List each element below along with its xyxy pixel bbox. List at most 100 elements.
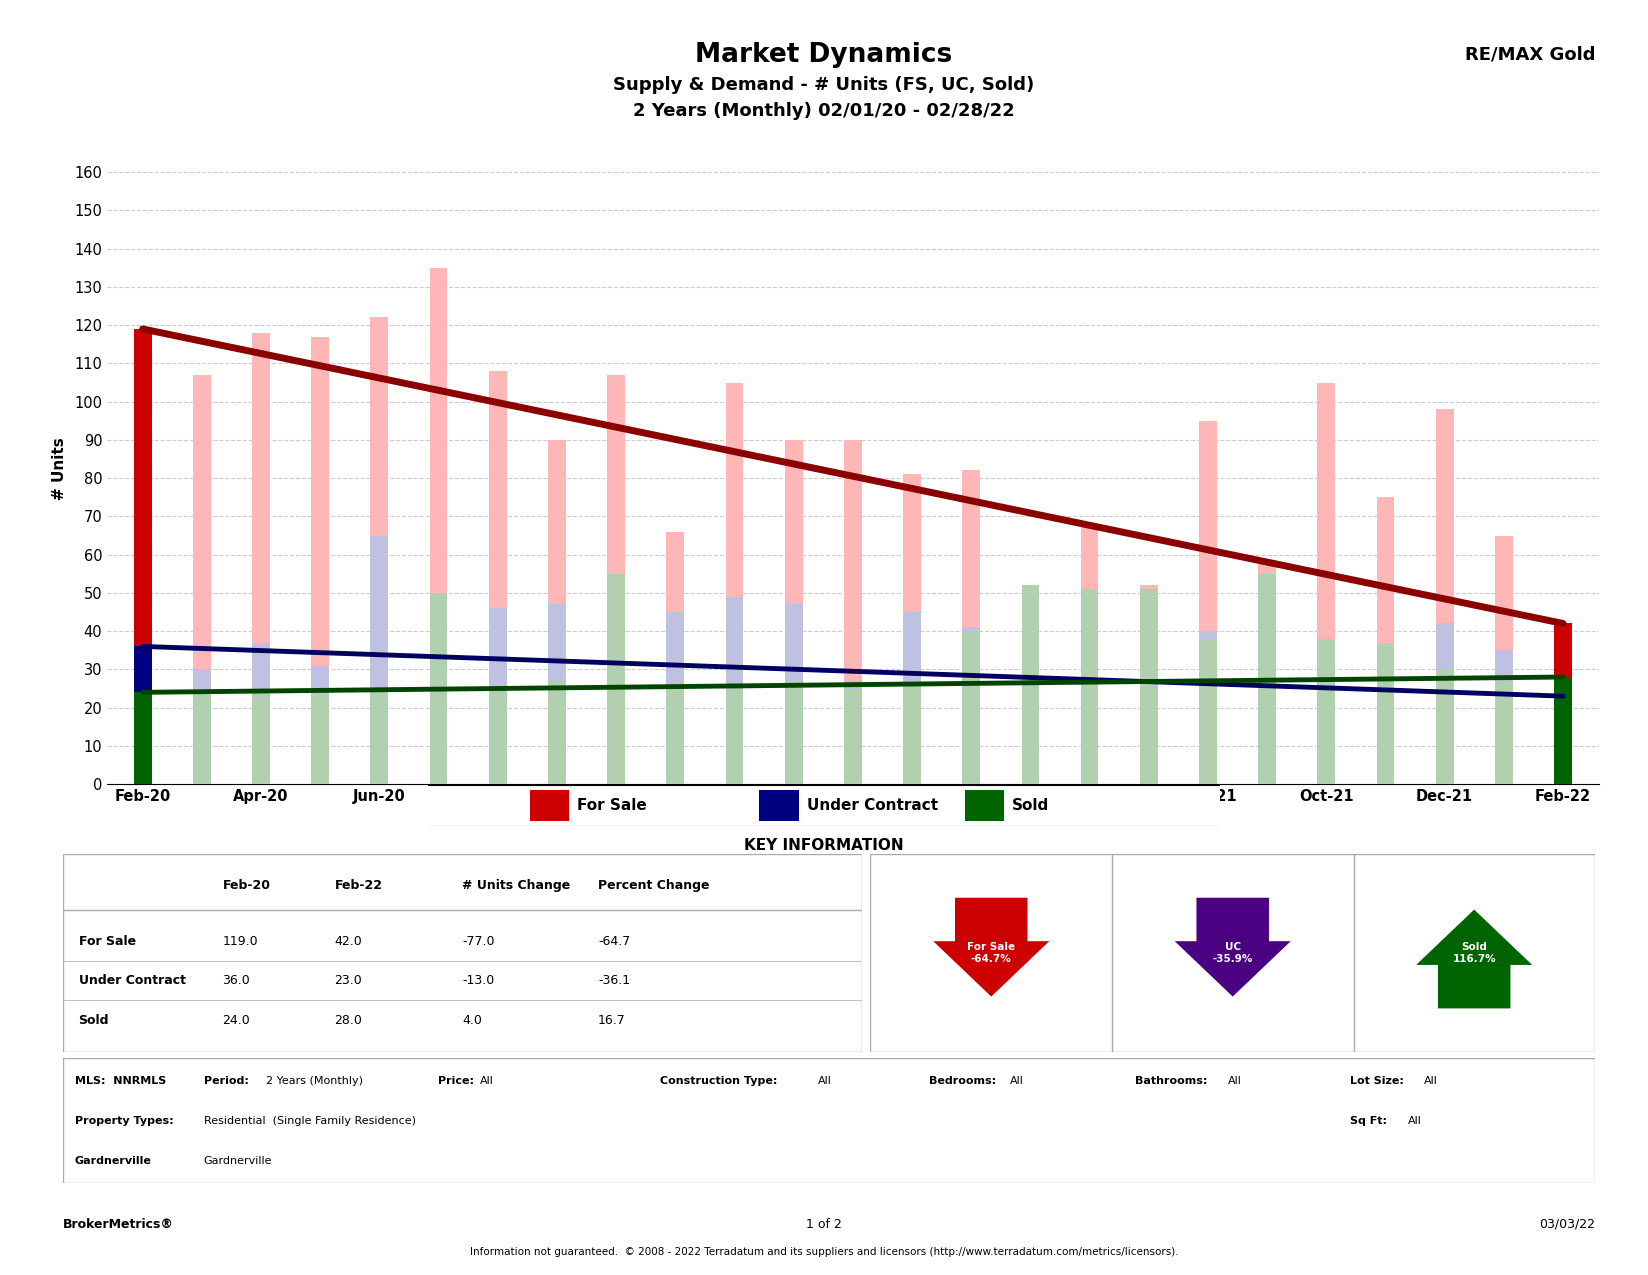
Text: -13.0: -13.0 xyxy=(461,974,494,987)
Bar xyxy=(844,681,862,784)
Text: Feb-22: Feb-22 xyxy=(335,880,382,892)
Text: 4.0: 4.0 xyxy=(461,1014,483,1026)
Bar xyxy=(133,646,152,784)
Bar xyxy=(133,692,152,784)
Bar xyxy=(252,333,270,784)
Bar xyxy=(1376,650,1394,784)
Text: For Sale: For Sale xyxy=(577,798,648,813)
Bar xyxy=(1554,696,1572,784)
Bar xyxy=(964,790,1004,821)
Bar xyxy=(133,646,152,784)
Text: Information not guaranteed.  © 2008 - 2022 Terradatum and its suppliers and lice: Information not guaranteed. © 2008 - 202… xyxy=(470,1247,1178,1257)
Text: Price:: Price: xyxy=(438,1076,475,1086)
Bar xyxy=(784,681,803,784)
Bar xyxy=(430,601,447,784)
Bar xyxy=(549,604,565,784)
Bar xyxy=(1081,524,1099,784)
Text: # Units Change: # Units Change xyxy=(461,880,570,892)
Text: 28.0: 28.0 xyxy=(335,1014,363,1026)
Text: UC
-35.9%: UC -35.9% xyxy=(1213,942,1252,964)
Y-axis label: # Units: # Units xyxy=(53,437,68,500)
Bar xyxy=(193,669,211,784)
Text: Bathrooms:: Bathrooms: xyxy=(1135,1076,1208,1086)
Bar xyxy=(430,268,447,784)
Bar xyxy=(549,681,565,784)
Bar xyxy=(489,688,506,784)
Bar xyxy=(1140,589,1157,784)
Bar xyxy=(903,474,921,784)
Bar xyxy=(725,688,743,784)
Bar xyxy=(1554,623,1572,784)
Text: Residential  (Single Family Residence): Residential (Single Family Residence) xyxy=(204,1116,415,1126)
Bar xyxy=(311,337,330,784)
Bar xyxy=(1554,696,1572,784)
Text: All: All xyxy=(1409,1116,1422,1126)
Text: Under Contract: Under Contract xyxy=(79,974,186,987)
Bar xyxy=(844,440,862,784)
Text: 36.0: 36.0 xyxy=(222,974,250,987)
Text: 23.0: 23.0 xyxy=(335,974,363,987)
Bar xyxy=(606,574,625,784)
Bar xyxy=(606,375,625,784)
Text: All: All xyxy=(1010,1076,1023,1086)
Bar xyxy=(1022,585,1040,784)
Text: Construction Type:: Construction Type: xyxy=(661,1076,778,1086)
Bar xyxy=(252,688,270,784)
Text: -36.1: -36.1 xyxy=(598,974,630,987)
Text: -77.0: -77.0 xyxy=(461,935,494,947)
Bar xyxy=(1435,409,1454,784)
Bar xyxy=(371,688,389,784)
Bar xyxy=(784,604,803,784)
Bar xyxy=(1259,574,1276,784)
Text: Sq Ft:: Sq Ft: xyxy=(1350,1116,1388,1126)
Bar xyxy=(1259,562,1276,784)
Bar xyxy=(311,688,330,784)
Text: 24.0: 24.0 xyxy=(222,1014,250,1026)
Text: All: All xyxy=(480,1076,493,1086)
Text: 119.0: 119.0 xyxy=(222,935,259,947)
Bar xyxy=(1495,536,1513,784)
Text: BrokerMetrics®: BrokerMetrics® xyxy=(63,1218,173,1230)
Bar xyxy=(193,692,211,784)
Bar xyxy=(725,382,743,784)
Bar xyxy=(1435,623,1454,784)
Text: 1 of 2: 1 of 2 xyxy=(806,1218,842,1230)
Bar xyxy=(1317,639,1335,784)
Text: 03/03/22: 03/03/22 xyxy=(1539,1218,1595,1230)
Bar xyxy=(430,593,447,784)
Bar xyxy=(1140,620,1157,784)
Bar xyxy=(903,612,921,784)
Bar xyxy=(666,612,684,784)
Text: Sold: Sold xyxy=(1012,798,1050,813)
Text: Feb-20: Feb-20 xyxy=(222,880,270,892)
Text: Gardnerville: Gardnerville xyxy=(204,1155,272,1165)
Bar xyxy=(1081,589,1099,784)
Bar xyxy=(1495,650,1513,784)
Bar xyxy=(903,681,921,784)
Text: All: All xyxy=(1424,1076,1437,1086)
Text: Sold
116.7%: Sold 116.7% xyxy=(1452,942,1496,964)
Text: Market Dynamics: Market Dynamics xyxy=(695,42,953,68)
Bar xyxy=(1317,646,1335,784)
Bar xyxy=(844,688,862,784)
Text: All: All xyxy=(817,1076,832,1086)
Bar xyxy=(1022,589,1040,784)
Bar xyxy=(1259,620,1276,784)
Bar xyxy=(606,608,625,784)
Bar xyxy=(1554,677,1572,784)
Text: KEY INFORMATION: KEY INFORMATION xyxy=(745,838,903,853)
Bar xyxy=(133,329,152,784)
Text: RE/MAX Gold: RE/MAX Gold xyxy=(1465,46,1595,64)
Bar xyxy=(1022,627,1040,784)
Bar xyxy=(666,532,684,784)
Bar xyxy=(1200,639,1216,784)
Text: Lot Size:: Lot Size: xyxy=(1350,1076,1404,1086)
Text: 2 Years (Monthly): 2 Years (Monthly) xyxy=(267,1076,364,1086)
Bar xyxy=(666,688,684,784)
Text: 42.0: 42.0 xyxy=(335,935,363,947)
Text: Sold: Sold xyxy=(79,1014,109,1026)
Bar xyxy=(1140,585,1157,784)
Bar xyxy=(725,597,743,784)
Bar xyxy=(133,329,152,784)
Text: For Sale: For Sale xyxy=(79,935,135,947)
